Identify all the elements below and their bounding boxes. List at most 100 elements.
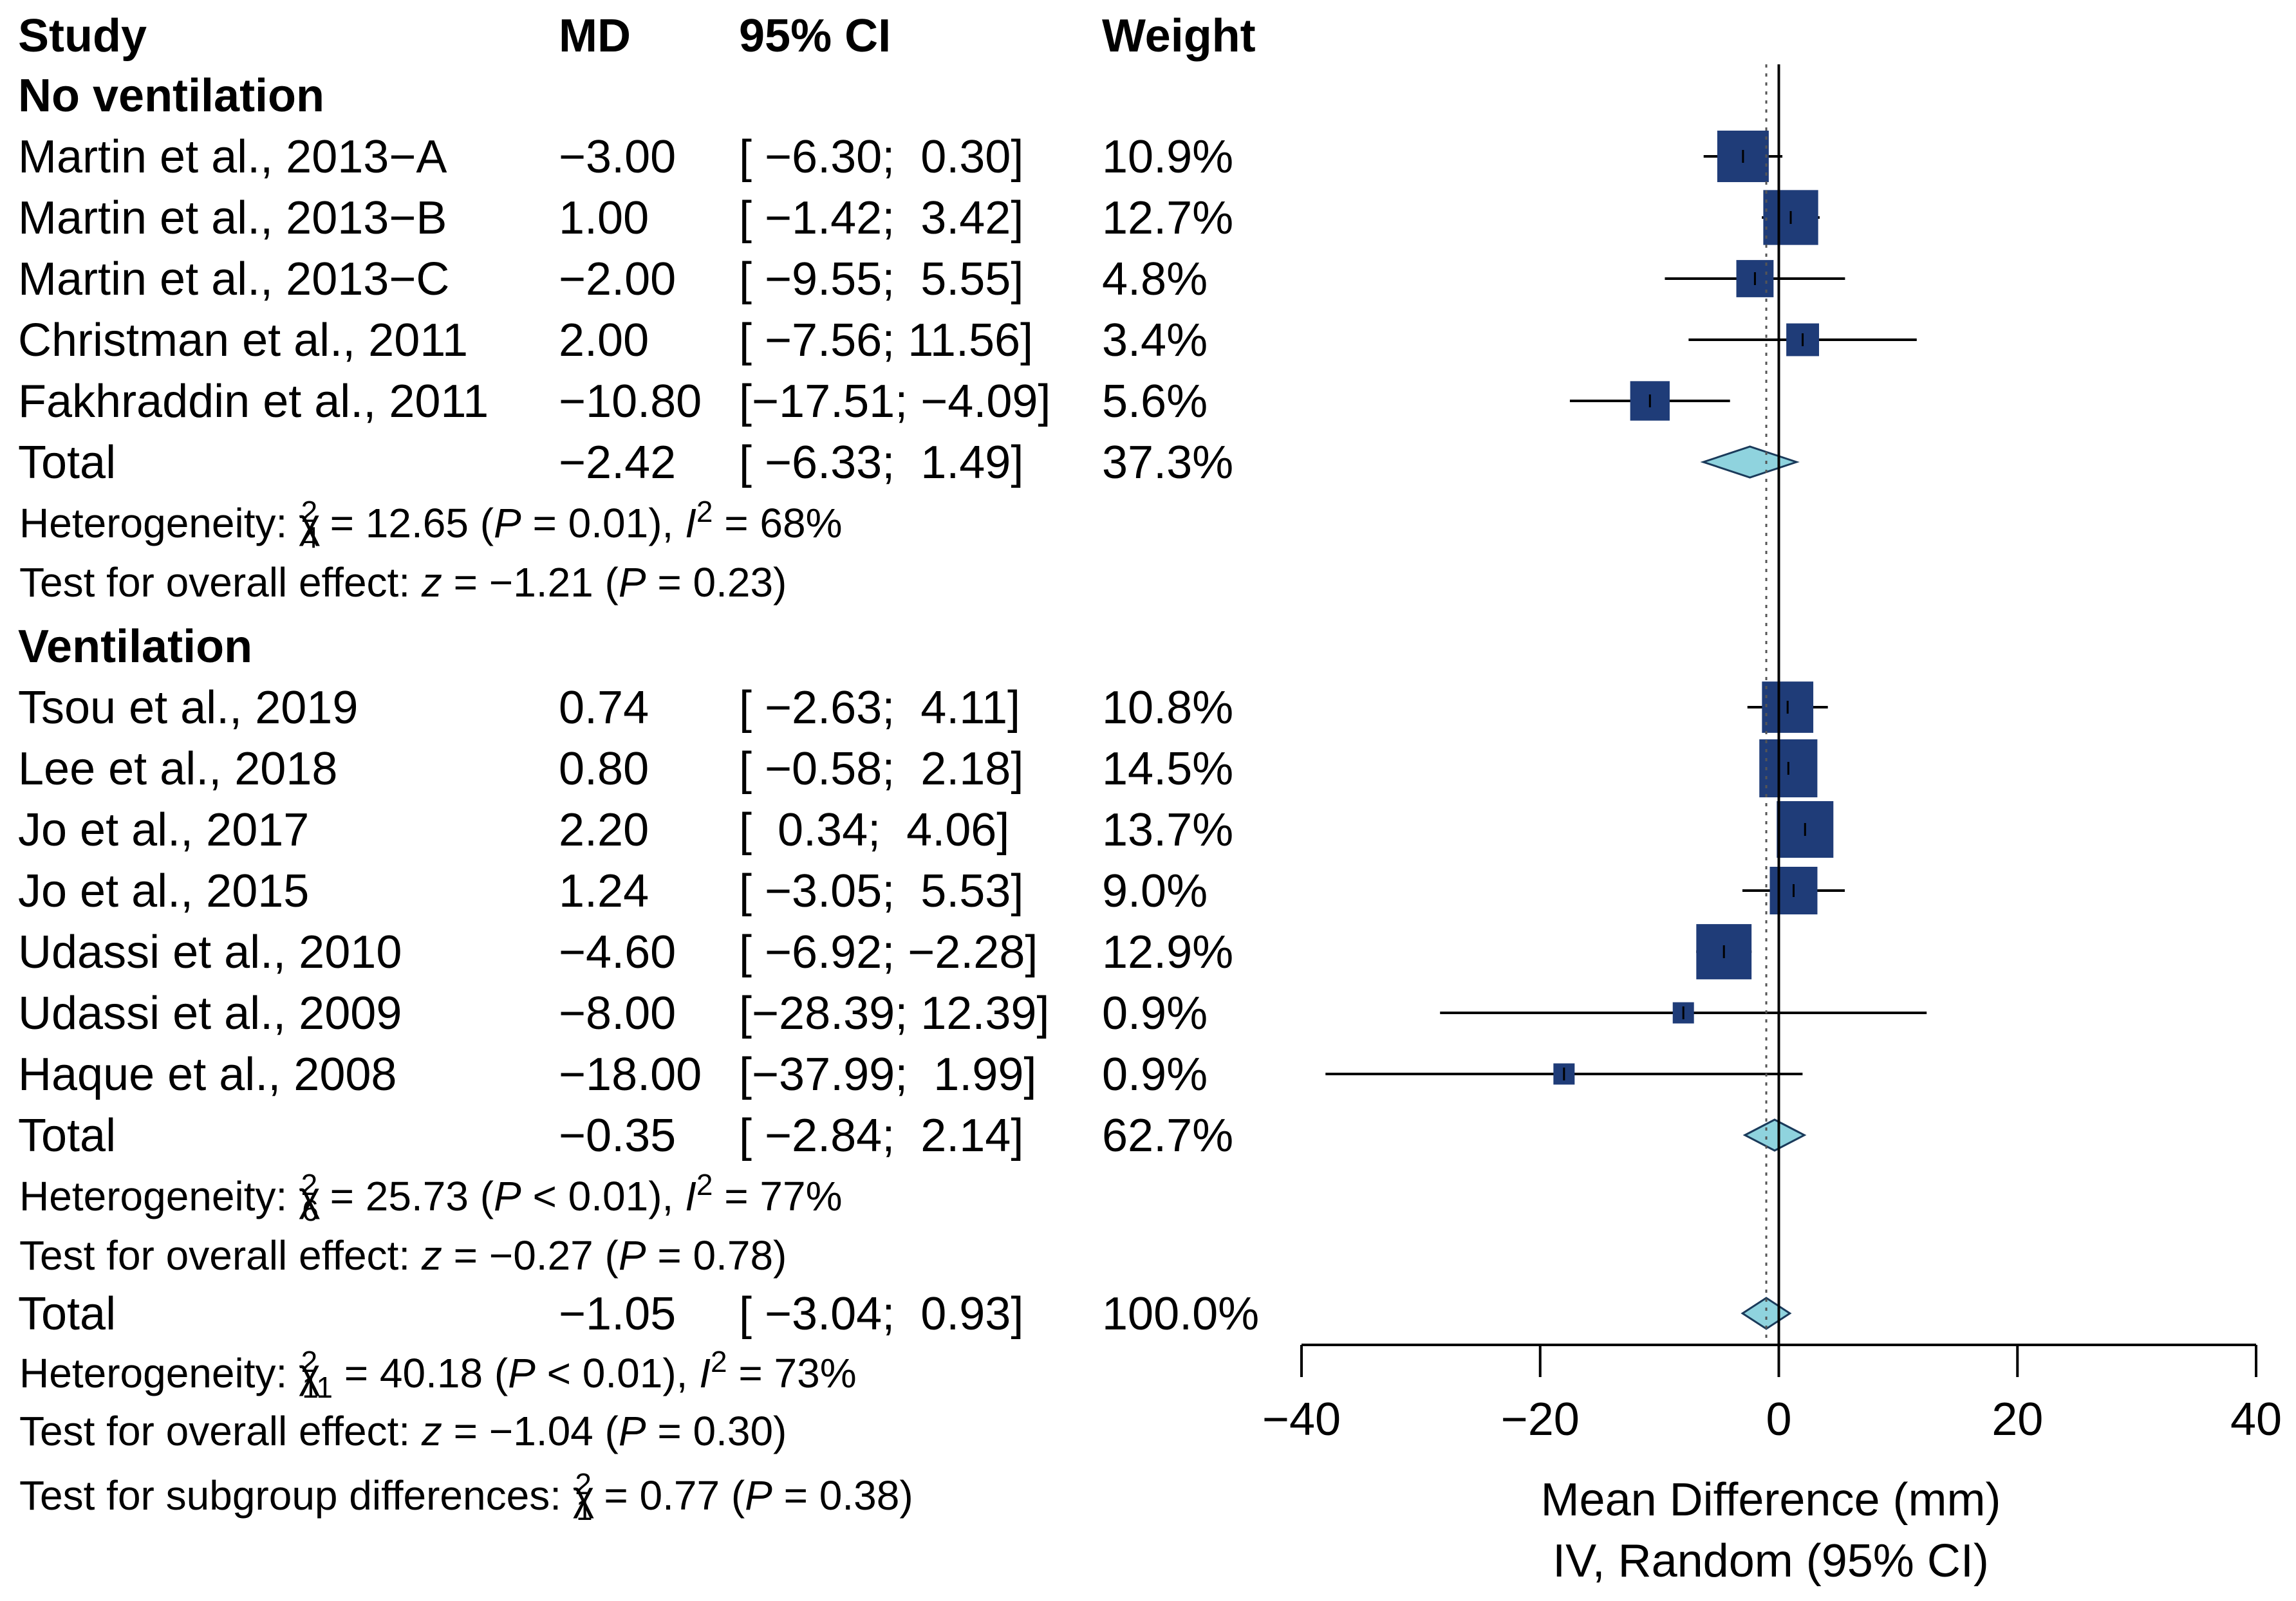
subgroup-test: Test for subgroup differences: χ2 1 = 0.7… [19, 1467, 913, 1526]
plot-area: −40 −20 0 20 40 [1262, 64, 2282, 1445]
group-2-study-1-md: 0.74 [559, 682, 649, 734]
group-1-heterogeneity-mid: = 12.65 ( [319, 500, 494, 546]
group-2-study-6-weight: 0.9% [1102, 988, 1208, 1039]
subgroup-test-mid: = 0.77 ( [593, 1472, 745, 1519]
group-2-total-ci: [ −2.84; 2.14] [739, 1110, 1023, 1161]
group-2-total-diamond [1742, 1118, 1807, 1152]
group-2-heterogeneity-i-sup: 2 [696, 1168, 713, 1201]
group-1-total-diamond [1700, 445, 1800, 479]
overall-heterogeneity-mid: = 40.18 ( [333, 1350, 508, 1396]
group-2-study-4-ci: [ −3.05; 5.53] [739, 865, 1023, 917]
overall-heterogeneity-i-value: = 73% [727, 1350, 857, 1396]
group-2-heterogeneity-prefix: Heterogeneity: χ [19, 1173, 321, 1219]
overall-effect-test-z-symbol: z [421, 1408, 442, 1454]
group-1-study-4-label: Christman et al., 2011 [18, 315, 468, 366]
group-1-study-3-ci: [ −9.55; 5.55] [739, 254, 1023, 305]
group-2-overall-effect-prefix: Test for overall effect: [19, 1232, 422, 1279]
group-1-study-2-ci: [ −1.42; 3.42] [739, 192, 1023, 244]
group-2-study-7-label: Haque et al., 2008 [18, 1049, 397, 1100]
group-1-total-label: Total [18, 437, 116, 488]
group-1-study-5-md: −10.80 [559, 376, 702, 427]
x-tick-label-1: −20 [1501, 1394, 1580, 1445]
group-2-study-1-weight: 10.8% [1102, 682, 1233, 734]
overall-heterogeneity-prefix: Heterogeneity: χ [19, 1350, 321, 1396]
group-1-overall-effect: Test for overall effect: z = −1.21 (P = … [19, 559, 787, 606]
group-2-heterogeneity-sup: 2 [301, 1168, 318, 1201]
group-1-heterogeneity: Heterogeneity: χ2 4 = 12.65 (P = 0.01), I… [19, 495, 842, 554]
group-1-study-1-ci: [ −6.30; 0.30] [739, 131, 1023, 183]
group-1-study-1-md: −3.00 [559, 131, 676, 183]
overall-total-diamond [1741, 1297, 1792, 1330]
group-1-heterogeneity-sup: 2 [301, 495, 318, 528]
overall-heterogeneity-p-value: < 0.01), [536, 1350, 699, 1396]
group-2-study-7-md: −18.00 [559, 1049, 702, 1100]
group-1-heterogeneity-p-symbol: P [494, 500, 521, 546]
group-2-study-2-weight: 14.5% [1102, 743, 1233, 795]
group-2-study-6-label: Udassi et al., 2009 [18, 988, 402, 1039]
group-1-study-3-md: −2.00 [559, 254, 676, 305]
group-1-heterogeneity-prefix: Heterogeneity: χ [19, 500, 321, 546]
group-2-overall-effect-z-value: = −0.27 ( [442, 1232, 619, 1279]
group-2-study-5-md: −4.60 [559, 927, 676, 978]
group-2-study-2-md: 0.80 [559, 743, 649, 795]
subgroup-test-prefix: Test for subgroup differences: χ [19, 1472, 594, 1519]
subgroup-test-p-symbol: P [745, 1472, 772, 1519]
header-weight: Weight [1102, 10, 1256, 62]
group-2-study-5-ci: [ −6.92; −2.28] [739, 927, 1038, 978]
group-2-heterogeneity-p-value: < 0.01), [521, 1173, 685, 1219]
group-2-study-4-md: 1.24 [559, 865, 649, 917]
overall-heterogeneity-p-symbol: P [508, 1350, 536, 1396]
overall-effect-test-p-value: = 0.30) [646, 1408, 787, 1454]
group-2-study-2-ci: [ −0.58; 2.18] [739, 743, 1023, 795]
group-1-heterogeneity-i-symbol: I [685, 500, 696, 546]
overall-effect-test-p-symbol: P [619, 1408, 646, 1454]
group-1-heterogeneity-sub: 4 [302, 521, 319, 554]
group-2-heterogeneity-i-value: = 77% [713, 1173, 842, 1219]
group-2-study-6-md: −8.00 [559, 988, 676, 1039]
group-1-overall-effect-p-value: = 0.23) [646, 559, 787, 606]
group-1-overall-effect-prefix: Test for overall effect: [19, 559, 422, 606]
group-1-heterogeneity-i-value: = 68% [713, 500, 842, 546]
x-tick-label-0: −40 [1262, 1394, 1341, 1445]
group-2-heterogeneity-i-symbol: I [685, 1173, 696, 1219]
group-2-heterogeneity-mid: = 25.73 ( [319, 1173, 494, 1219]
group-2-overall-effect-p-value: = 0.78) [646, 1232, 787, 1279]
group-2-heterogeneity-p-symbol: P [494, 1173, 521, 1219]
group-2-study-7-ci: [−37.99; 1.99] [739, 1049, 1036, 1100]
overall-total-weight: 100.0% [1102, 1288, 1259, 1340]
group-2-heading: Ventilation [18, 621, 252, 672]
overall-heterogeneity-i-symbol: I [699, 1350, 711, 1396]
overall-effect-test-z-value: = −1.04 ( [442, 1408, 619, 1454]
header-md: MD [559, 10, 631, 62]
group-1-heading: No ventilation [18, 70, 324, 122]
subgroup-test-sub: 1 [576, 1493, 593, 1526]
group-2-study-5-weight: 12.9% [1102, 927, 1233, 978]
group-1-study-1-weight: 10.9% [1102, 131, 1233, 183]
group-2-heterogeneity: Heterogeneity: χ2 6 = 25.73 (P < 0.01), I… [19, 1168, 842, 1227]
overall-heterogeneity-sup: 2 [301, 1345, 318, 1378]
group-1-overall-effect-z-value: = −1.21 ( [442, 559, 619, 606]
group-2-overall-effect-p-symbol: P [619, 1232, 646, 1279]
group-1-study-4-md: 2.00 [559, 315, 649, 366]
header-study: Study [18, 10, 147, 62]
group-2-study-4-weight: 9.0% [1102, 865, 1208, 917]
overall-heterogeneity: Heterogeneity: χ2 11 = 40.18 (P < 0.01), … [19, 1345, 857, 1404]
x-axis-sublabel: IV, Random (95% CI) [1553, 1535, 1989, 1587]
group-1-study-4-ci: [ −7.56; 11.56] [739, 315, 1033, 366]
group-1-study-5-label: Fakhraddin et al., 2011 [18, 376, 489, 427]
subgroup-test-p-value: = 0.38) [772, 1472, 913, 1519]
group-1-heterogeneity-i-sup: 2 [696, 495, 713, 528]
group-1-study-3-weight: 4.8% [1102, 254, 1208, 305]
group-1-study-2-label: Martin et al., 2013−B [18, 192, 447, 244]
group-2-heterogeneity-sub: 6 [302, 1194, 319, 1227]
group-2-study-3-label: Jo et al., 2017 [18, 804, 309, 856]
group-2-study-5-label: Udassi et al., 2010 [18, 927, 402, 978]
group-1-study-5-weight: 5.6% [1102, 376, 1208, 427]
group-1-total-md: −2.42 [559, 437, 676, 488]
overall-effect-test-prefix: Test for overall effect: [19, 1408, 422, 1454]
x-tick-label-4: 40 [2230, 1394, 2282, 1445]
group-2-study-3-ci: [ 0.34; 4.06] [739, 804, 1009, 856]
group-2-study-3-md: 2.20 [559, 804, 649, 856]
group-1-study-5-ci: [−17.51; −4.09] [739, 376, 1050, 427]
header-ci: 95% CI [739, 10, 891, 62]
